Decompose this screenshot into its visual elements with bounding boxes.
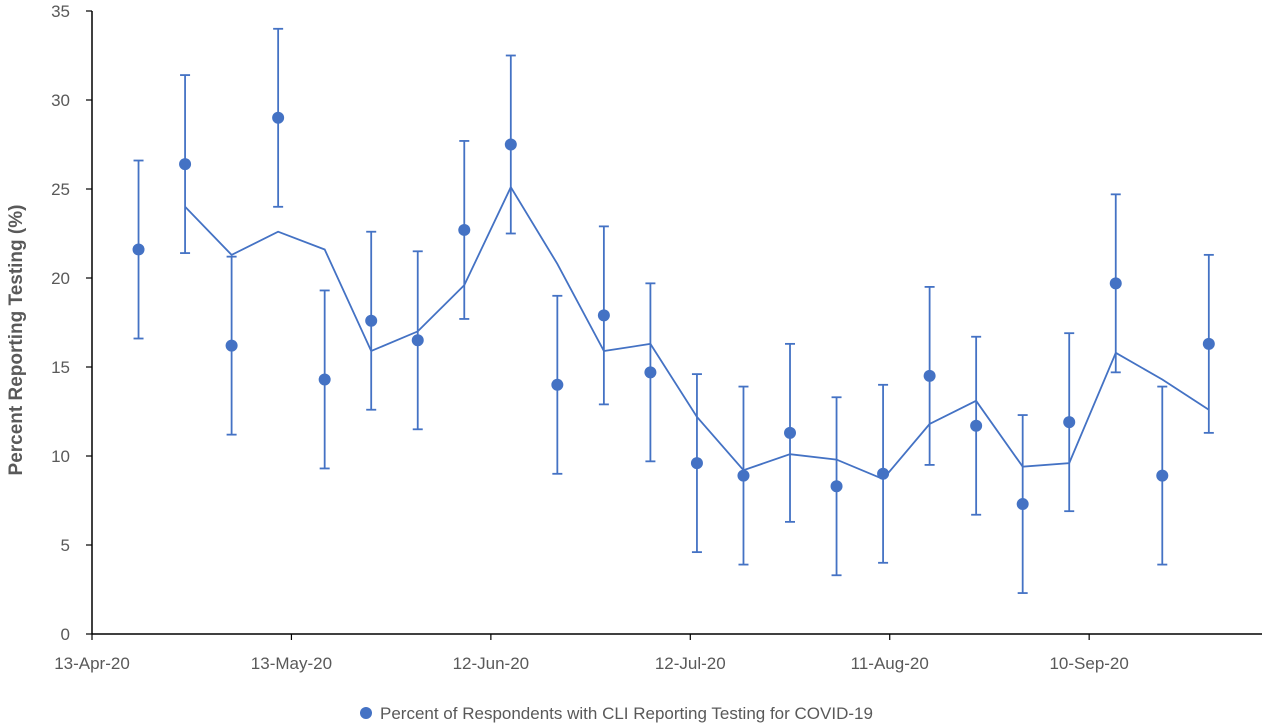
data-point	[970, 419, 983, 432]
legend-label: Percent of Respondents with CLI Reportin…	[380, 704, 873, 723]
x-tick-label: 10-Sep-20	[1049, 654, 1128, 673]
x-tick-label: 13-Apr-20	[54, 654, 130, 673]
y-tick-label: 10	[51, 447, 70, 466]
data-points	[132, 111, 1215, 511]
tick-marks	[86, 10, 1090, 640]
data-point	[179, 158, 192, 171]
y-tick-label: 15	[51, 358, 70, 377]
data-point	[1109, 277, 1122, 290]
legend-marker	[360, 707, 372, 719]
y-tick-label: 25	[51, 180, 70, 199]
data-point	[1202, 337, 1215, 350]
axes	[91, 11, 1262, 635]
tick-labels: 0 5 10 15 20 25 30 35 13-Apr-20 13-May-20 12-Jun-2…	[51, 2, 1129, 673]
data-point	[1063, 416, 1076, 429]
y-tick-label: 20	[51, 269, 70, 288]
data-point	[690, 457, 703, 470]
x-tick-label: 12-Jul-20	[655, 654, 726, 673]
y-tick-label: 5	[61, 536, 70, 555]
data-point	[225, 339, 238, 352]
data-point	[1016, 498, 1029, 511]
y-tick-label: 30	[51, 91, 70, 110]
data-point	[504, 138, 517, 151]
data-point	[784, 426, 797, 439]
data-point	[1156, 469, 1169, 482]
data-point	[737, 469, 750, 482]
data-point	[458, 223, 471, 236]
x-tick-label: 12-Jun-20	[453, 654, 530, 673]
data-point	[877, 467, 890, 480]
data-point	[644, 366, 657, 379]
data-point	[923, 369, 936, 382]
x-tick-label: 11-Aug-20	[851, 654, 929, 673]
data-point	[411, 334, 424, 347]
data-point	[597, 309, 610, 322]
data-point	[551, 378, 564, 391]
y-axis-title: Percent Reporting Testing (%)	[6, 205, 27, 476]
y-tick-label: 35	[51, 2, 70, 21]
x-tick-label: 13-May-20	[251, 654, 332, 673]
y-tick-label: 0	[61, 625, 70, 644]
error-bars	[133, 27, 1214, 594]
legend: Percent of Respondents with CLI Reportin…	[360, 704, 873, 723]
data-point	[132, 243, 145, 256]
data-point	[830, 480, 843, 493]
data-point	[318, 373, 331, 386]
data-point	[272, 111, 285, 124]
data-point	[365, 314, 378, 327]
